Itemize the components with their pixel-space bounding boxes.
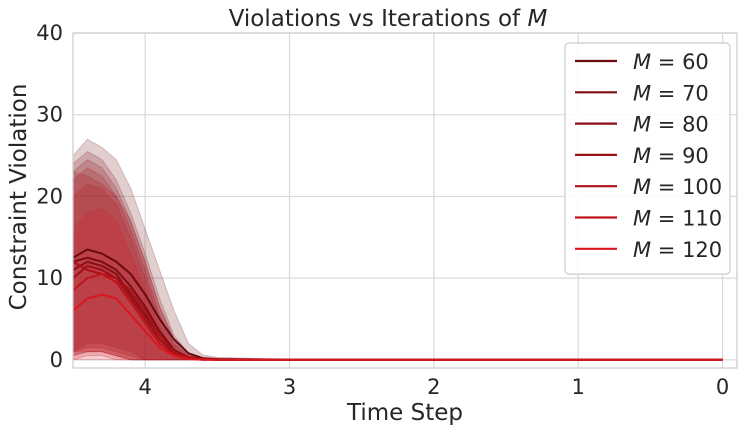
plot-frame (72, 32, 738, 369)
series-lines (72, 248, 723, 361)
y-tick-label: 10 (36, 266, 63, 290)
legend-label-1: M = 70 (633, 81, 709, 105)
y-tick-label: 30 (36, 103, 63, 127)
chart-title-italic: M (527, 6, 547, 32)
x-tick-label: 3 (283, 375, 296, 399)
y-tick-label: 40 (36, 21, 63, 45)
y-tick-label: 0 (50, 348, 63, 372)
y-tick-label: 20 (36, 184, 63, 208)
legend-label-3: M = 90 (633, 144, 709, 168)
y-axis-label: Constraint Violation (6, 84, 32, 311)
legend: M = 60 M = 70 M = 80 M = 90 M = 100 M = 110 M … (564, 42, 731, 275)
legend-label-0: M = 60 (633, 50, 709, 74)
legend-label-6: M = 120 (633, 238, 722, 262)
x-tick-label: 0 (716, 375, 729, 399)
x-axis-ticks: 4 3 2 1 0 (138, 375, 729, 399)
legend-box (564, 42, 731, 275)
confidence-bands (72, 138, 723, 361)
y-axis-ticks: 0 10 20 30 40 (36, 21, 63, 372)
legend-label-2: M = 80 (633, 113, 709, 137)
series-line-6 (72, 293, 723, 361)
chart-title-prefix: Violations vs Iterations of (229, 6, 528, 32)
x-tick-label: 2 (427, 375, 440, 399)
x-tick-label: 4 (138, 375, 151, 399)
x-axis-label: Time Step (346, 400, 463, 426)
chart-title: Violations vs Iterations of M (229, 6, 548, 32)
x-tick-label: 1 (572, 375, 585, 399)
legend-label-4: M = 100 (633, 175, 722, 199)
legend-label-5: M = 110 (633, 207, 722, 231)
